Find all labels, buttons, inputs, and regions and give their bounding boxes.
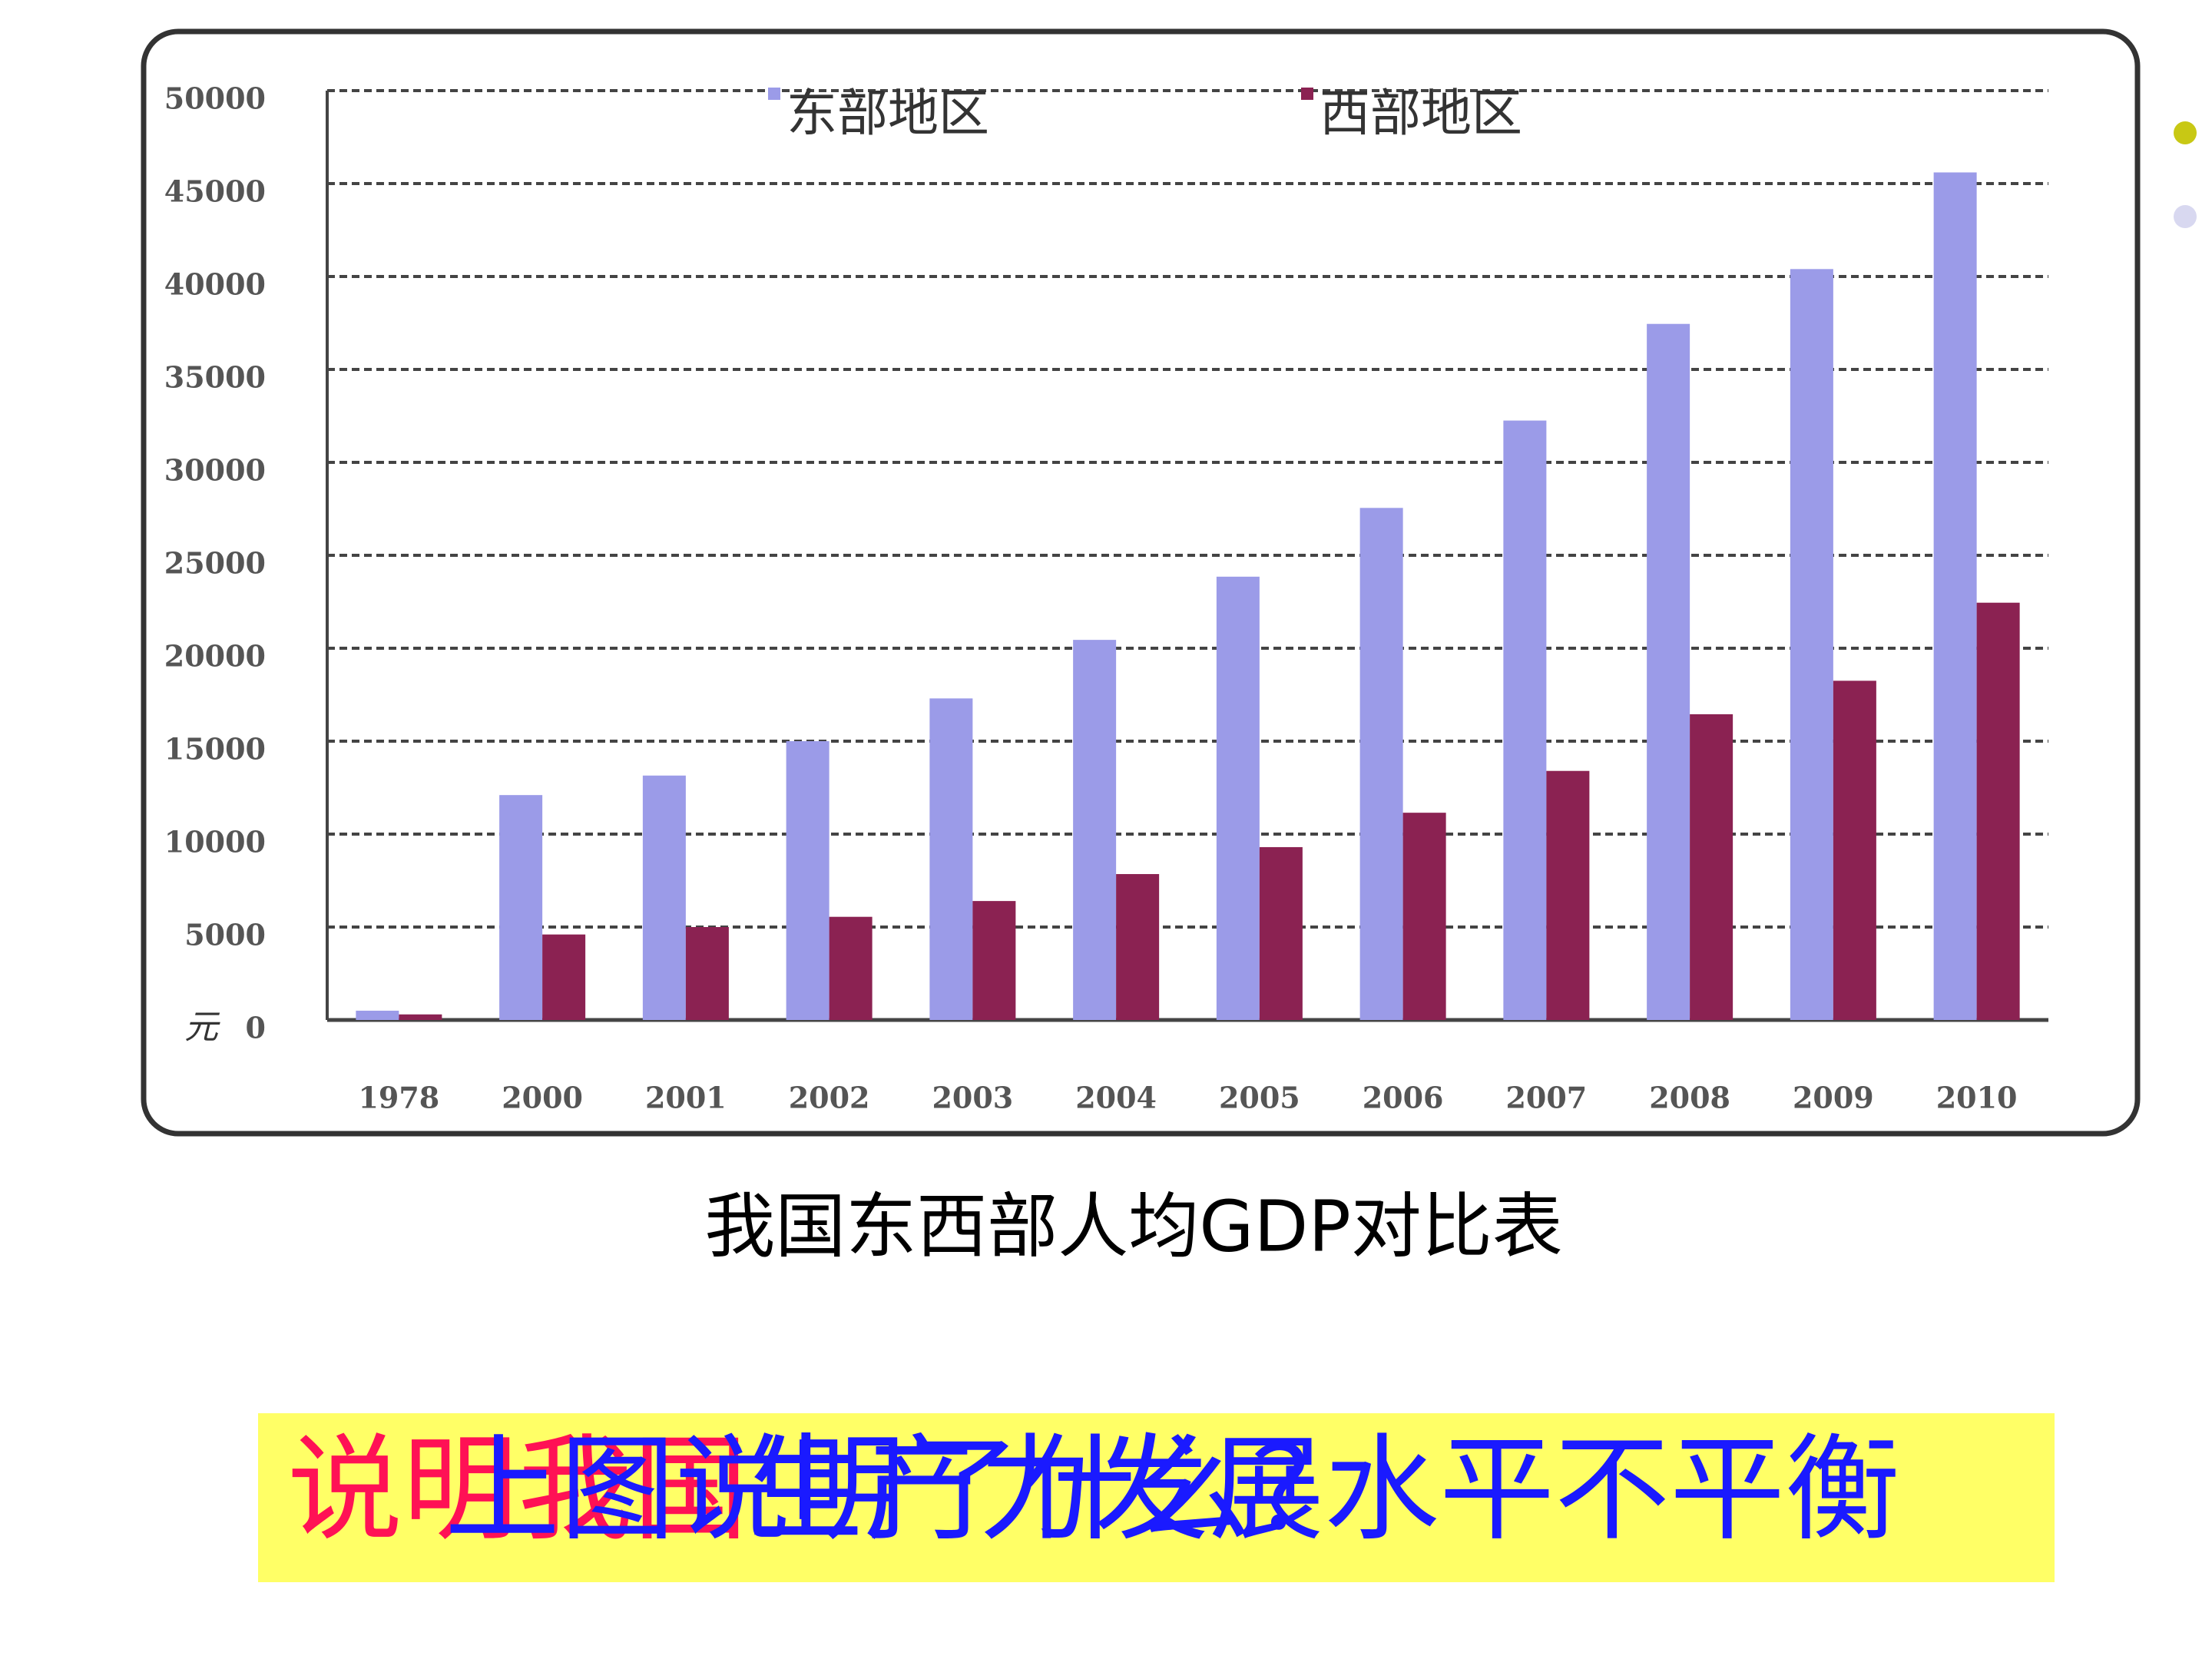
legend-swatch: [1301, 88, 1313, 100]
bar: [1933, 172, 1977, 1021]
bar: [1790, 269, 1833, 1020]
banner-question: 上图说明了什么？: [445, 1423, 1366, 1557]
x-tick-label: 2006: [1363, 1081, 1444, 1115]
y-tick-label: 0: [246, 1011, 266, 1045]
x-tick-label: 2003: [932, 1081, 1013, 1115]
x-tick-label: 2001: [645, 1081, 727, 1115]
x-tick-label: 1978: [358, 1081, 439, 1115]
bar: [1833, 680, 1876, 1020]
x-tick-label: 2010: [1936, 1081, 2018, 1115]
bar: [972, 901, 1016, 1020]
bar: [1359, 508, 1403, 1020]
banner-answer: 说明我国生产力发展水平不平衡: [287, 1423, 1900, 1557]
legend-swatch: [768, 88, 780, 100]
bar: [1503, 420, 1547, 1020]
chart-frame: [141, 28, 2141, 1137]
x-tick-label: 2007: [1505, 1081, 1587, 1115]
bar: [685, 927, 729, 1020]
y-axis-unit: 元: [184, 1008, 220, 1047]
bar: [1116, 874, 1160, 1020]
y-tick-label: 45000: [164, 174, 266, 209]
x-tick-label: 2008: [1649, 1081, 1730, 1115]
x-tick-label: 2002: [789, 1081, 870, 1115]
bullet: [2174, 121, 2197, 144]
bar: [542, 934, 586, 1020]
x-tick-label: 2000: [502, 1081, 583, 1115]
bar: [1690, 714, 1734, 1020]
y-tick-label: 25000: [164, 546, 266, 581]
y-tick-label: 50000: [164, 81, 266, 116]
bar: [929, 698, 973, 1020]
banner-box: [258, 1413, 2055, 1582]
bar: [1976, 602, 2020, 1020]
bar: [499, 795, 543, 1020]
x-tick-label: 2004: [1075, 1081, 1157, 1115]
answer-blue: 生产力发展水平不平衡: [748, 1423, 1900, 1557]
bar: [1259, 846, 1303, 1020]
y-tick-label: 30000: [164, 453, 266, 488]
y-tick-label: 40000: [164, 267, 266, 302]
caption: 我国东西部人均GDP对比表: [704, 1185, 1563, 1267]
bar: [642, 775, 686, 1020]
x-tick-label: 2009: [1793, 1081, 1874, 1115]
bullet: [2174, 205, 2197, 228]
legend-label: 东部地区: [786, 84, 989, 143]
y-tick-label: 35000: [164, 360, 266, 395]
answer-red: 说明我国: [287, 1423, 748, 1557]
x-tick-label: 2005: [1219, 1081, 1300, 1115]
bar: [1647, 323, 1690, 1021]
legend-label: 西部地区: [1320, 84, 1522, 143]
bar: [786, 741, 830, 1020]
bar: [1402, 813, 1446, 1020]
bar: [829, 916, 873, 1020]
y-tick-label: 20000: [164, 639, 266, 674]
bar: [1073, 640, 1117, 1020]
bar: [1216, 576, 1260, 1020]
bar: [356, 1010, 399, 1020]
y-tick-label: 5000: [184, 918, 266, 952]
y-tick-label: 15000: [164, 732, 266, 767]
bar: [1546, 770, 1590, 1020]
y-tick-label: 10000: [164, 825, 266, 859]
bar: [399, 1014, 442, 1020]
